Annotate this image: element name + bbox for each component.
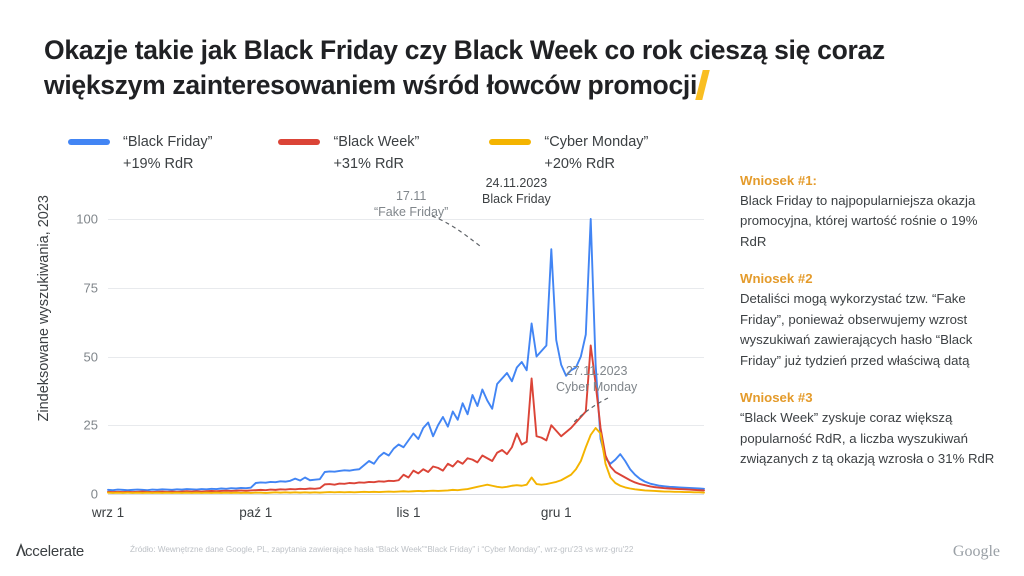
slide-title: Okazje takie jak Black Friday czy Black … xyxy=(44,33,999,103)
x-axis-tick-label: lis 1 xyxy=(396,505,421,520)
annotation-black-friday: 24.11.2023 Black Friday xyxy=(482,175,551,208)
legend-item-black-week[interactable]: “Black Week” +31% RdR xyxy=(278,131,419,175)
legend-swatch-icon xyxy=(489,139,532,145)
insight-body: “Black Week” zyskuje coraz większą popul… xyxy=(740,410,995,467)
annotation-date: 24.11.2023 xyxy=(485,176,548,190)
insight-block-2: Wniosek #2 Detaliści mogą wykorzystać tz… xyxy=(740,271,1002,371)
x-axis-tick-label: wrz 1 xyxy=(91,505,125,520)
legend-item-cyber-monday[interactable]: “Cyber Monday” +20% RdR xyxy=(489,131,648,175)
y-axis-tick-label: 50 xyxy=(83,349,98,364)
source-note: Źródło: Wewnętrzne dane Google, PL, zapy… xyxy=(130,545,634,554)
y-axis-tick-label: 75 xyxy=(83,280,98,296)
x-axis-tick-label: paź 1 xyxy=(239,505,273,520)
y-axis-tick-label: 0 xyxy=(90,486,98,502)
series-line xyxy=(108,428,704,493)
chart-plot-area: 0 25 50 75 100 wrz 1 paź 1 lis 1 gru 1 xyxy=(76,208,704,520)
series-line xyxy=(108,346,704,493)
gridline xyxy=(108,356,704,358)
legend-sublabel: +19% RdR xyxy=(123,156,194,173)
legend-swatch-icon xyxy=(68,139,110,145)
legend-sublabel: +20% RdR xyxy=(544,156,615,173)
insight-heading: Wniosek #2 xyxy=(740,271,813,287)
annotation-date: 27.11.2023 xyxy=(565,364,628,378)
chart-legend: “Black Friday” +19% RdR “Black Week” +31… xyxy=(68,131,648,175)
insights-panel: Wniosek #1: Black Friday to najpopularni… xyxy=(740,173,1002,489)
legend-item-black-friday[interactable]: “Black Friday” +19% RdR xyxy=(68,131,212,175)
insight-block-1: Wniosek #1: Black Friday to najpopularni… xyxy=(740,173,1002,252)
annotation-name: “Fake Friday” xyxy=(374,205,449,220)
gridline xyxy=(108,494,704,495)
title-accent-slash xyxy=(695,69,710,100)
annotation-cyber-monday: 27.11.2023 Cyber Monday xyxy=(556,363,637,396)
x-axis-tick-label: gru 1 xyxy=(540,505,572,520)
gridline xyxy=(108,219,704,220)
insight-body: Detaliści mogą wykorzystać tzw. “Fake Fr… xyxy=(740,291,973,368)
y-axis-title: Zindeksowane wyszukiwania, 2023 xyxy=(36,195,52,422)
legend-label: “Black Friday” xyxy=(123,134,213,150)
google-logo: Google xyxy=(952,543,1000,560)
insight-heading: Wniosek #3 xyxy=(740,390,813,406)
gridline xyxy=(108,425,704,427)
annotation-name: Cyber Monday xyxy=(556,380,638,395)
gridline xyxy=(108,287,704,289)
legend-label: “Black Week” xyxy=(333,134,420,150)
insight-body: Black Friday to najpopularniejsza okazja… xyxy=(740,193,978,249)
page-title: Okazje takie jak Black Friday czy Black … xyxy=(44,35,885,100)
insight-block-3: Wniosek #3 “Black Week” zyskuje coraz wi… xyxy=(740,390,1002,469)
annotation-date: 17.11 xyxy=(395,189,427,203)
accelerate-a-icon xyxy=(16,543,26,556)
y-axis-tick-label: 25 xyxy=(83,417,98,433)
accelerate-wordmark: ccelerate xyxy=(25,543,85,560)
legend-label: “Cyber Monday” xyxy=(544,134,649,150)
insight-heading: Wniosek #1: xyxy=(740,173,817,188)
annotation-name: Black Friday xyxy=(482,192,551,207)
accelerate-logo: ccelerate xyxy=(16,543,84,560)
y-axis-tick-label: 100 xyxy=(76,211,98,227)
legend-swatch-icon xyxy=(278,139,321,145)
chart-series-lines xyxy=(108,208,704,494)
annotation-fake-friday: 17.11 “Fake Friday” xyxy=(374,188,448,221)
legend-sublabel: +31% RdR xyxy=(333,156,404,173)
series-line xyxy=(108,219,704,490)
